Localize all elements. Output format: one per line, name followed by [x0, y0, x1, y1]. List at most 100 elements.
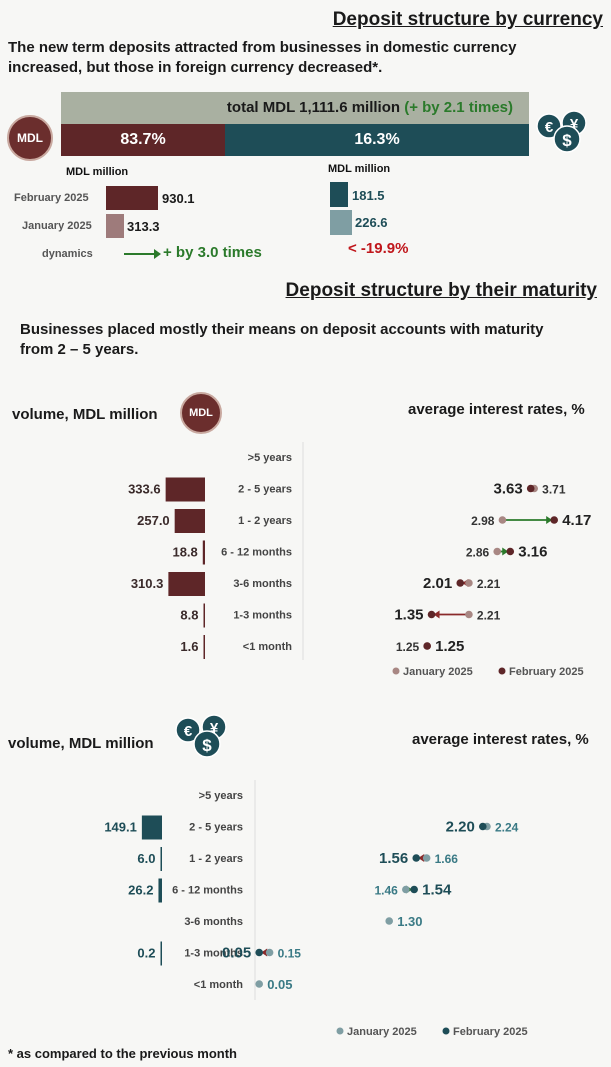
- fx-unit-label: MDL million: [328, 163, 391, 175]
- total-label: total MDL 1,111.6 million: [226, 99, 401, 116]
- volume-bar: [174, 509, 205, 533]
- rate-value-label: 2.01: [423, 575, 452, 592]
- svg-text:€: €: [184, 723, 193, 740]
- rate-dot-jan: [422, 854, 431, 862]
- rate-value-label: 1.25: [396, 640, 420, 654]
- category-label: 2 - 5 years: [189, 822, 243, 834]
- mdl-dynamics: + by 3.0 times: [163, 244, 262, 261]
- category-label: 6 - 12 months: [221, 547, 292, 559]
- rate-dot-jan: [385, 917, 394, 925]
- rate-change-arrowhead: [261, 948, 268, 957]
- rate-value-label: 1.54: [422, 882, 452, 899]
- foreign-currency-coins-icon: € ¥ $: [536, 110, 587, 153]
- fx-rates-label: average interest rates, %: [412, 731, 589, 748]
- rate-value-label: 0.05: [267, 977, 292, 992]
- mdl-rates-legend: January 2025 February 2025: [392, 666, 584, 678]
- mdl-volume-label: volume, MDL million: [12, 406, 158, 423]
- rate-dot-feb: [479, 822, 487, 831]
- rate-dot-jan: [265, 948, 274, 957]
- rate-value-label: 2.24: [495, 821, 519, 835]
- legend-jan-marker: [336, 1027, 344, 1035]
- rate-value-label: 0.05: [222, 945, 251, 962]
- rate-dot-jan: [402, 885, 410, 894]
- rate-dot-feb: [456, 579, 465, 587]
- rate-value-label: 1.66: [435, 852, 459, 866]
- rate-value-label: 2.98: [471, 514, 495, 528]
- footnote: * as compared to the previous month: [8, 1046, 237, 1061]
- rate-change-arrowhead: [546, 516, 553, 524]
- category-label: <1 month: [243, 641, 292, 653]
- volume-value-label: 8.8: [180, 608, 198, 623]
- mdl-share-label: 83.7%: [120, 131, 166, 148]
- row-label-jan: January 2025: [22, 220, 92, 232]
- rate-dot-jan: [465, 579, 473, 587]
- rate-value-label: 1.25: [435, 638, 464, 655]
- rate-value-label: 1.35: [394, 607, 423, 624]
- volume-value-label: 310.3: [131, 576, 164, 591]
- rate-dot-feb: [412, 854, 421, 862]
- category-label: 2 - 5 years: [238, 484, 292, 496]
- fx-maturity-chart: >5 years 2 - 5 years 149.1 2.20 2.24 1 - 2 ye…: [104, 780, 519, 1000]
- rate-value-label: 0.15: [278, 947, 302, 961]
- volume-value-label: 333.6: [128, 482, 161, 497]
- rate-value-label: 2.20: [446, 819, 475, 836]
- legend-feb-marker: [442, 1027, 450, 1035]
- legend-feb-label: February 2025: [509, 666, 584, 678]
- category-label: 3-6 months: [184, 916, 243, 928]
- rate-value-label: 4.17: [562, 512, 591, 529]
- rate-value-label: 1.46: [374, 884, 398, 898]
- volume-bar: [168, 572, 205, 596]
- rate-dot-feb: [423, 642, 431, 650]
- volume-bar: [203, 603, 205, 628]
- svg-text:$: $: [562, 131, 572, 150]
- currency-section-title: Deposit structure by currency: [332, 9, 603, 30]
- volume-bar: [160, 847, 162, 871]
- rate-dot-jan: [498, 516, 507, 524]
- rate-value-label: 1.30: [397, 914, 422, 929]
- legend-jan-label: January 2025: [403, 666, 473, 678]
- volume-bar: [202, 540, 205, 565]
- svg-text:¥: ¥: [570, 116, 579, 133]
- volume-value-label: 0.2: [137, 946, 155, 961]
- volume-bar: [141, 815, 162, 840]
- rate-value-label: 2.86: [466, 546, 490, 560]
- category-label: 1 - 2 years: [189, 853, 243, 865]
- fx-rates-legend: January 2025 February 2025: [336, 1026, 528, 1038]
- volume-bar: [160, 941, 162, 966]
- volume-value-label: 1.6: [180, 639, 198, 654]
- fx-share-bar: 16.3%: [225, 124, 529, 156]
- mdl-value-jan: 313.3: [127, 219, 160, 234]
- rate-value-label: 2.21: [477, 609, 501, 623]
- rate-dot-feb: [550, 516, 558, 524]
- foreign-currency-coins-icon-2: € ¥ $: [175, 714, 227, 758]
- mdl-maturity-chart: >5 years 2 - 5 years 333.6 3.63 3.71 1 - 2 ye…: [128, 442, 591, 660]
- fx-share-label: 16.3%: [354, 131, 400, 148]
- maturity-section-title: Deposit structure by their maturity: [285, 280, 597, 301]
- fx-value-feb: 181.5: [352, 188, 385, 203]
- fx-value-jan: 226.6: [355, 215, 388, 230]
- volume-value-label: 6.0: [137, 851, 155, 866]
- volume-value-label: 26.2: [128, 883, 153, 898]
- fx-bar-jan: [330, 210, 352, 235]
- category-label: 1 - 2 years: [238, 515, 292, 527]
- rate-value-label: 3.71: [542, 483, 566, 497]
- mdl-bar-jan: [106, 214, 124, 238]
- volume-value-label: 257.0: [137, 513, 170, 528]
- maturity-lead-text: Businesses placed mostly their means on …: [20, 321, 544, 358]
- total-band: total MDL 1,111.6 million (+ by 2.1 time…: [61, 92, 529, 124]
- mdl-coin-icon: MDL: [7, 115, 53, 161]
- rate-value-label: 3.16: [518, 544, 547, 561]
- rate-change-arrowhead: [418, 854, 425, 862]
- legend-feb-marker: [498, 667, 506, 675]
- growth-arrow-icon: [124, 249, 161, 259]
- rate-value-label: 2.21: [477, 577, 501, 591]
- rate-change-arrowhead: [502, 547, 509, 556]
- volume-bar: [203, 635, 205, 659]
- currency-lead-text: The new term deposits attracted from bus…: [8, 39, 517, 76]
- legend-jan-marker: [392, 667, 400, 675]
- legend-feb-label: February 2025: [453, 1026, 528, 1038]
- category-label: >5 years: [248, 452, 292, 464]
- mdl-unit-label: MDL million: [66, 166, 129, 178]
- rate-value-label: 3.63: [494, 481, 523, 498]
- category-label: 1-3 months: [184, 948, 243, 960]
